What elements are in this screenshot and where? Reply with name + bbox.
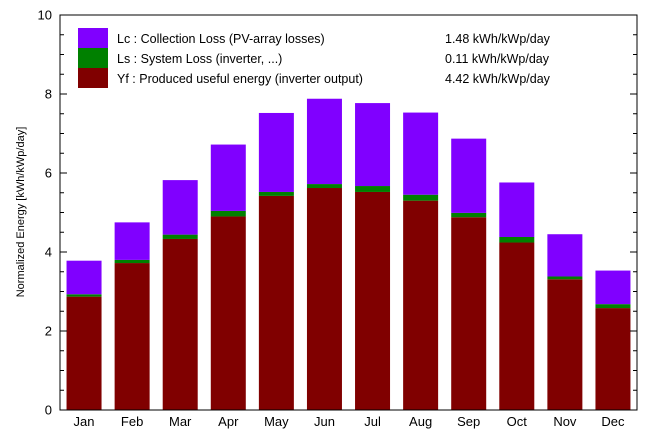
x-tick-label: Dec xyxy=(601,414,625,429)
legend-label-2: Lc : Collection Loss (PV-array losses) xyxy=(117,32,325,46)
x-tick-label: May xyxy=(264,414,289,429)
bar-oct-series-0 xyxy=(499,242,535,410)
y-axis-label: Normalized Energy [kWh/kWp/day] xyxy=(15,127,27,298)
bar-nov-series-0 xyxy=(547,279,583,410)
bar-apr-series-1 xyxy=(210,210,246,217)
bar-jul-series-2 xyxy=(355,103,391,187)
bar-aug-series-0 xyxy=(403,200,439,410)
bar-dec-series-0 xyxy=(595,308,631,410)
bar-jun-series-0 xyxy=(306,188,342,410)
bar-mar-series-1 xyxy=(162,234,198,239)
bar-oct-series-1 xyxy=(499,236,535,243)
bar-jul-series-0 xyxy=(355,191,391,410)
y-tick-label: 4 xyxy=(45,245,52,260)
bar-jan-series-2 xyxy=(66,260,102,295)
bar-feb-series-0 xyxy=(114,263,150,410)
bar-jun-series-2 xyxy=(306,98,342,185)
y-tick-label: 8 xyxy=(45,87,52,102)
bar-may-series-0 xyxy=(258,195,294,410)
bar-sep-series-1 xyxy=(451,212,487,218)
x-tick-label: Nov xyxy=(553,414,577,429)
x-tick-label: Jul xyxy=(364,414,381,429)
legend-swatch-2 xyxy=(78,28,108,48)
x-tick-label: Mar xyxy=(169,414,192,429)
bar-nov-series-1 xyxy=(547,276,583,280)
x-tick-label: Feb xyxy=(121,414,143,429)
legend-label-1: Ls : System Loss (inverter, ...) xyxy=(117,52,282,66)
bar-mar-series-0 xyxy=(162,238,198,410)
x-tick-label: Aug xyxy=(409,414,432,429)
bars xyxy=(66,98,631,410)
x-tick-label: Oct xyxy=(507,414,528,429)
bar-may-series-2 xyxy=(258,112,294,192)
legend-total-0: 4.42 kWh/kWp/day xyxy=(445,72,551,86)
bar-oct-series-2 xyxy=(499,182,535,237)
x-tick-label: Jun xyxy=(314,414,335,429)
bar-jan-series-0 xyxy=(66,296,102,410)
y-tick-label: 0 xyxy=(45,403,52,418)
bar-aug-series-2 xyxy=(403,112,439,195)
y-tick-label: 2 xyxy=(45,324,52,339)
x-tick-label: Sep xyxy=(457,414,480,429)
bar-sep-series-0 xyxy=(451,217,487,410)
bar-aug-series-1 xyxy=(403,194,439,201)
legend-total-1: 0.11 kWh/kWp/day xyxy=(445,52,550,66)
y-tick-label: 6 xyxy=(45,166,52,181)
y-tick-label: 10 xyxy=(38,8,52,23)
bar-jun-series-1 xyxy=(306,184,342,189)
bar-nov-series-2 xyxy=(547,234,583,277)
bar-apr-series-0 xyxy=(210,216,246,410)
bar-feb-series-1 xyxy=(114,259,150,264)
x-tick-label: Jan xyxy=(74,414,95,429)
bar-dec-series-2 xyxy=(595,270,631,305)
bar-mar-series-2 xyxy=(162,180,198,235)
legend-total-2: 1.48 kWh/kWp/day xyxy=(445,32,551,46)
bar-sep-series-2 xyxy=(451,138,487,213)
legend: Lc : Collection Loss (PV-array losses) 1.… xyxy=(78,28,551,88)
bar-may-series-1 xyxy=(258,191,294,196)
bar-jul-series-1 xyxy=(355,186,391,192)
legend-swatch-1 xyxy=(78,48,108,68)
bar-dec-series-1 xyxy=(595,304,631,309)
legend-label-0: Yf : Produced useful energy (inverter ou… xyxy=(117,72,363,86)
legend-swatch-0 xyxy=(78,68,108,88)
axes: 0 2 4 6 8 10 Jan Feb Mar Apr May Jun Jul Aug Sep Oct Nov… xyxy=(38,8,638,429)
x-tick-label: Apr xyxy=(218,414,239,429)
bar-apr-series-2 xyxy=(210,144,246,211)
bar-jan-series-1 xyxy=(66,294,102,297)
bar-feb-series-2 xyxy=(114,222,150,260)
